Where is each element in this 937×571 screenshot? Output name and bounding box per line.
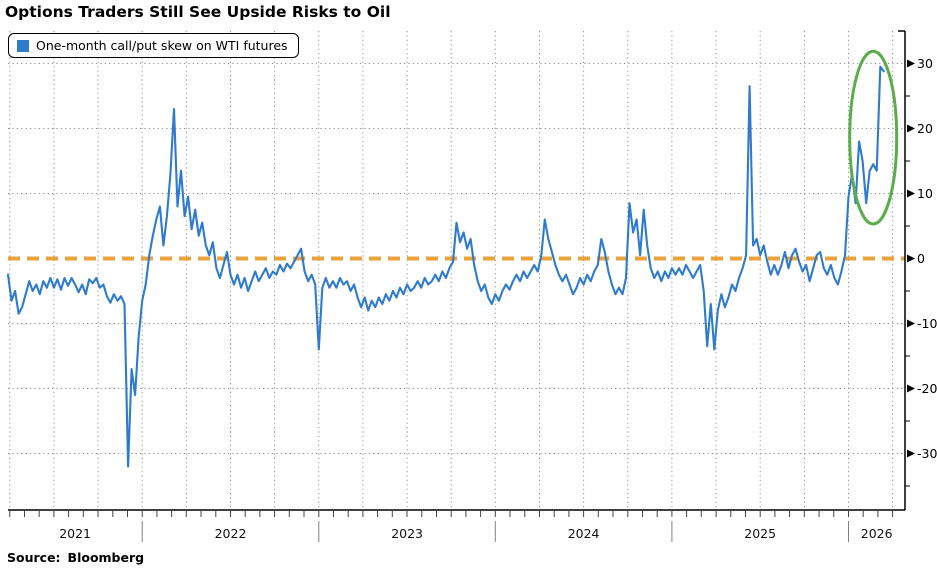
series-line [6,65,885,468]
chart-title: Options Traders Still See Upside Risks t… [5,3,391,21]
year-label: 2021 [59,526,91,541]
y-tick-arrow-icon [907,124,915,133]
legend-swatch-icon [17,39,29,52]
y-tick-label: 10 [917,186,933,201]
y-tick-label: -30 [917,446,937,461]
vertical-gridlines [9,31,894,510]
y-tick-arrow-icon [907,59,915,68]
legend: One-month call/put skew on WTI futures [8,33,299,58]
y-tick-arrow-icon [907,254,915,263]
source-line: Source: Bloomberg [7,550,144,565]
legend-label: One-month call/put skew on WTI futures [36,38,288,53]
year-label: 2024 [568,526,600,541]
y-tick-arrow-icon [907,319,915,328]
y-tick-arrow-icon [907,384,915,393]
y-tick-label: 0 [917,251,925,266]
y-tick-label: 30 [917,56,933,71]
source-name: Bloomberg [67,550,145,565]
y-axis: 30 20 10 0 -10 -20 -30 [898,30,937,510]
source-prefix: Source: [7,550,61,565]
y-tick-label: 20 [917,121,933,136]
x-axis: 2021 2022 2023 2024 2025 2026 [8,509,905,542]
annotation-ellipse [848,49,899,226]
year-label: 2025 [744,526,776,541]
year-label: 2023 [391,526,423,541]
year-label: 2026 [861,526,893,541]
y-tick-arrow-icon [907,189,915,198]
year-label: 2022 [215,526,247,541]
y-tick-label: -20 [917,381,937,396]
y-tick-label: -10 [917,316,937,331]
y-tick-arrow-icon [907,449,915,458]
